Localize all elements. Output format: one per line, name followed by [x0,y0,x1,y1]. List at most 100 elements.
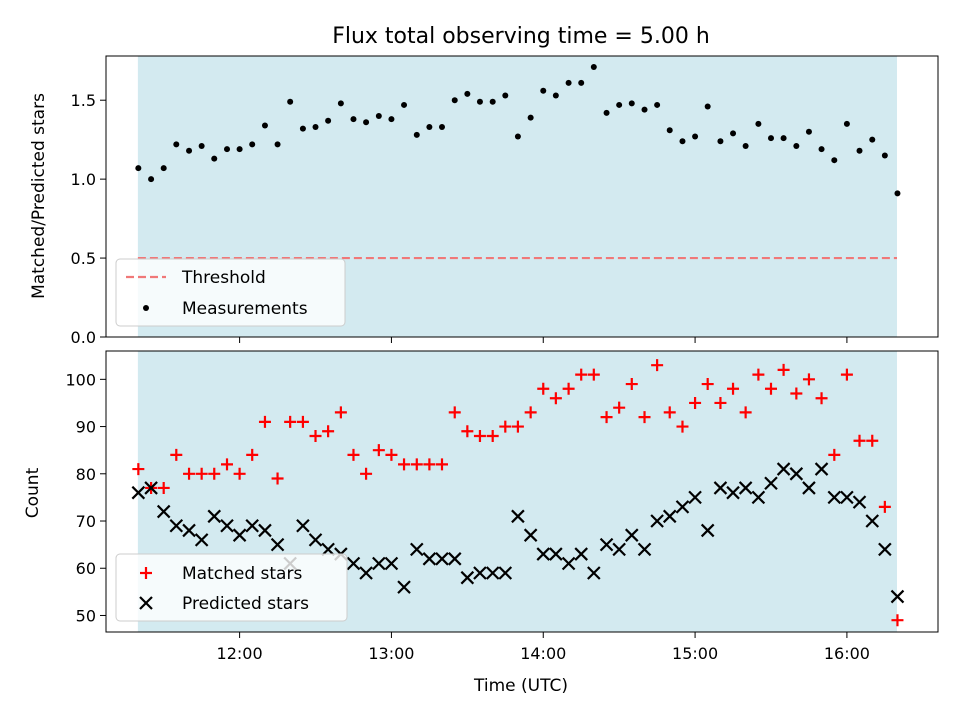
measurement-point [299,125,306,132]
predicted-star-point [232,528,247,542]
matched-star-point [613,401,626,414]
measurement-point [502,92,509,99]
xtick-label: 13:00 [368,644,414,663]
matched-star-point [853,434,866,447]
xtick-label: 12:00 [217,644,263,663]
predicted-star-point [296,518,310,533]
predicted-star-point [662,509,677,524]
matched-star-point [284,415,297,428]
ytick-label: 80 [76,465,96,484]
measurement-point [312,124,319,131]
measurement-point [666,127,673,134]
predicted-star-point [194,533,209,547]
predicted-star-point [169,518,184,533]
predicted-star-point [574,547,588,561]
measurement-point [287,98,294,105]
predicted-star-point [612,542,626,557]
predicted-star-point [852,495,867,509]
xtick-label: 15:00 [672,644,718,663]
matched-star-point [322,425,335,438]
measurement-point [426,124,433,131]
measurement-point [578,79,585,86]
matched-star-point [752,368,765,381]
measurement-point [805,128,812,135]
measurement-point [565,79,572,86]
measurement-point [767,135,774,142]
predicted-star-point [713,481,728,495]
matched-star-point [524,406,537,419]
measurement-point [337,100,344,107]
matched-star-point [448,406,461,419]
predicted-legend-label: Predicted stars [182,594,309,614]
top-panel-ratio: 0.0 0.5 1.0 1.5 Matched/Predicted stars Thr… [29,55,939,347]
measurement-point [869,136,876,143]
measurement-point [363,119,370,126]
measurement-point [148,176,155,183]
top-legend-box [115,258,346,327]
predicted-star-point [865,514,880,528]
measurement-point [135,165,142,172]
predicted-star-point [776,462,791,476]
measurement-point [350,116,357,123]
predicted-star-point [258,523,272,538]
matched-star-point [435,458,448,471]
matched-star-point [271,472,284,485]
measurement-point [249,141,256,148]
measurement-point [413,131,420,138]
measurement-point [641,106,648,113]
measurement-point [527,114,534,121]
predicted-star-point [372,556,386,571]
ytick-label: 70 [76,512,96,531]
matched-star-point [638,411,651,424]
predicted-star-point [549,547,563,561]
measurement-points [135,64,901,197]
matched-star-point [132,463,145,476]
predicted-star-point [144,481,158,495]
predicted-star-point [587,566,601,580]
measurement-point [438,124,445,131]
matched-star-point [537,382,550,395]
predicted-star-point [220,518,234,533]
predicted-star-point [359,566,373,580]
measurement-point [590,64,597,71]
measurement-point [704,103,711,110]
measurement-point [793,142,800,149]
matched-star-point [334,406,347,419]
measurement-point [894,190,901,197]
ytick-label: 0.5 [71,249,96,268]
bottom-axes-frame [105,350,939,633]
predicted-star-point [536,547,551,561]
bottom-legend-box [115,553,348,622]
matched-star-point [423,458,436,471]
measurement-point [780,135,787,142]
ytick-label: 90 [76,418,96,437]
matched-star-point [296,415,309,428]
predicted-star-point [384,556,399,571]
matched-star-point [157,481,170,494]
matched-legend-swatch [140,567,152,579]
ytick-label: 60 [76,559,96,578]
matched-star-point [208,467,221,480]
predicted-star-point [397,580,411,594]
matched-stars-points [132,359,904,627]
chart-title: Flux total observing time = 5.00 h [332,24,710,49]
measurement-point [540,87,547,94]
measurement-point [692,133,699,140]
predicted-star-point [700,523,715,538]
ytick-label: 0.0 [71,328,96,347]
predicted-star-point [447,552,462,566]
predicted-legend-swatch [139,596,153,610]
matched-star-point [802,373,815,386]
matched-star-point [651,359,664,372]
matched-star-point [486,430,499,443]
top-ylabel: Matched/Predicted stars [29,93,49,299]
ytick-label: 1.5 [71,91,96,110]
matched-star-point [170,448,183,461]
bottom-axis-ticks: 50 60 70 80 90 100 12:00 13:00 14:00 15:00 16:00 [65,370,870,663]
matched-star-point [701,378,714,391]
threshold-legend-label: Threshold [181,268,266,288]
predicted-star-point [156,504,171,519]
measurement-point [388,116,395,123]
predicted-star-point [688,490,702,505]
